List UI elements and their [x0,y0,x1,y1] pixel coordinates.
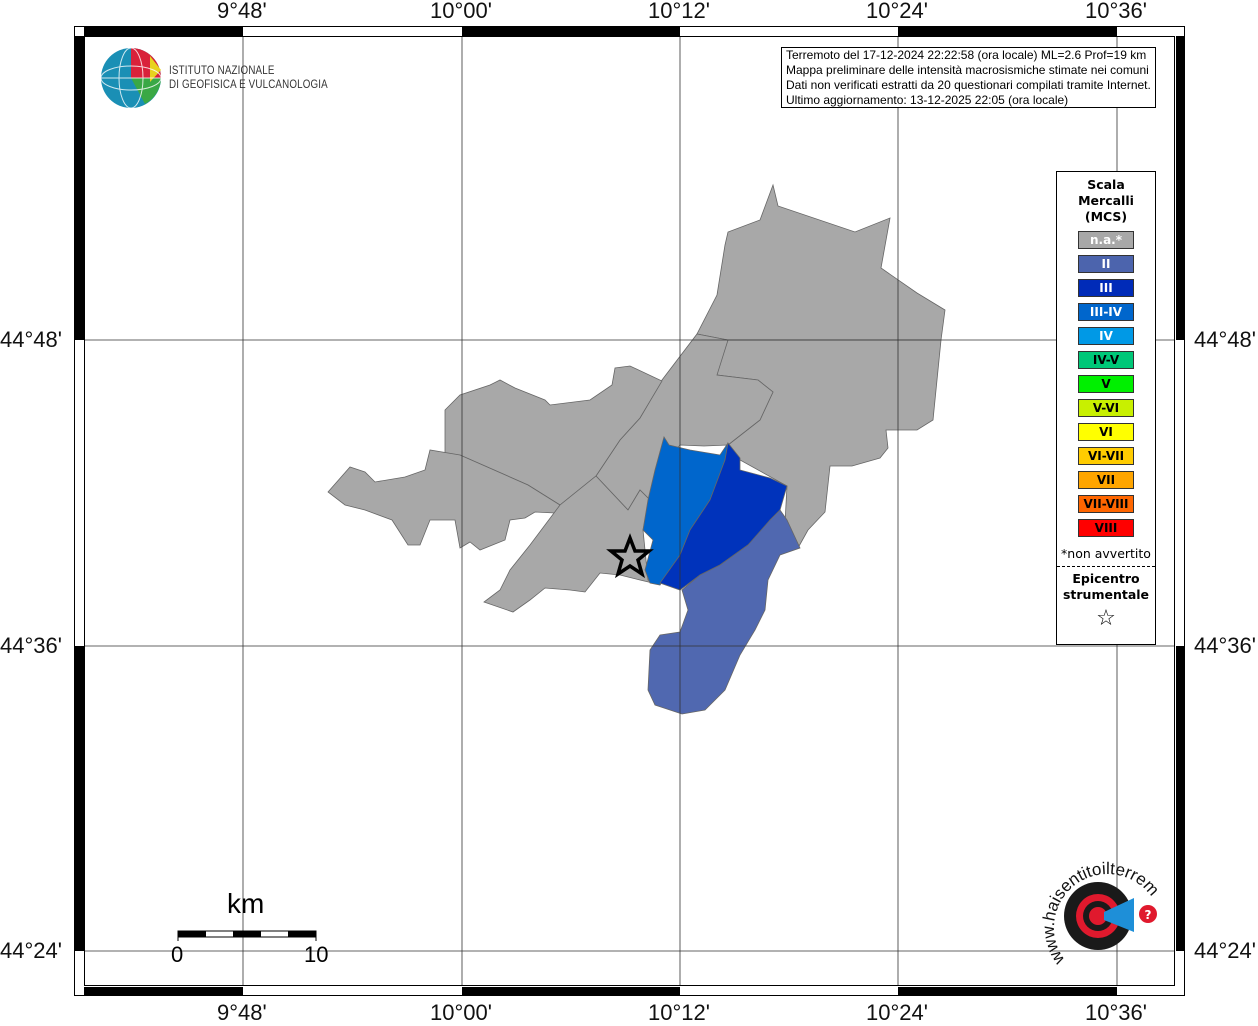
lat-tick-right: 44°36' [1194,633,1256,658]
legend-swatch: VII [1078,471,1134,489]
epicenter-star-icon [606,533,654,579]
legend-title: (MCS) [1084,209,1128,224]
ingv-logo-globe [100,47,162,109]
event-info-box: Terremoto del 17-12-2024 22:22:58 (ora l… [781,47,1156,108]
lon-tick-bottom: 10°00' [430,1000,492,1025]
legend-swatch: VII-VIII [1078,495,1134,513]
epicenter-label: Epicentro [1072,571,1140,586]
scale-bar [177,930,317,941]
legend-swatches: n.a.* II III III-IV IV IV-V V V-VI VI VI-VII VII VI… [1057,231,1155,537]
legend-swatch: VIII [1078,519,1134,537]
event-info-line: Mappa preliminare delle intensità macros… [786,63,1149,77]
ingv-line2: DI GEOFISICA E VULCANOLOGIA [169,79,328,91]
event-info-line: Ultimo aggiornamento: 13-12-2025 22:05 (… [786,93,1069,107]
lat-tick-right: 44°48' [1194,327,1256,352]
municipality-ii[interactable] [647,509,801,715]
lon-tick-bottom: 9°48' [217,1000,267,1025]
map-frame [74,26,1185,996]
legend-swatch: n.a.* [1078,231,1134,249]
event-info-line: Terremoto del 17-12-2024 22:22:58 (ora l… [786,48,1147,62]
lon-tick-top: 10°00' [430,0,492,23]
star-outline-icon: ☆ [1096,606,1116,631]
lon-tick-top: 10°24' [866,0,928,23]
lon-tick-top: 10°12' [648,0,710,23]
lon-tick-top: 10°36' [1085,0,1147,23]
graticule [84,36,1175,986]
mcs-legend: Scala Mercalli (MCS) n.a.* II III III-IV IV I… [1056,171,1156,645]
legend-swatch: V-VI [1078,399,1134,417]
event-info-line: Dati non verificati estratti da 20 quest… [786,78,1151,92]
legend-note: *non avvertito [1061,546,1151,561]
scale-end: 10 [304,942,329,967]
lon-tick-top: 9°48' [217,0,267,23]
lat-tick-left: 44°48' [0,327,62,352]
lon-tick-bottom: 10°36' [1085,1000,1147,1025]
legend-swatch: IV-V [1078,351,1134,369]
municipality-na[interactable] [327,449,561,551]
lon-tick-bottom: 10°24' [866,1000,928,1025]
municipality-na[interactable] [696,183,946,341]
scale-unit: km [227,888,265,919]
scale-start: 0 [171,942,184,967]
lat-tick-left: 44°36' [0,633,62,658]
legend-swatch: III-IV [1078,303,1134,321]
ingv-line1: ISTITUTO NAZIONALE [169,65,275,77]
municipalities [327,183,946,715]
legend-swatch: IV [1078,327,1134,345]
legend-swatch: III [1078,279,1134,297]
legend-swatch: V [1078,375,1134,393]
svg-text:?: ? [1145,908,1152,922]
legend-swatch: VI-VII [1078,447,1134,465]
ingv-logo-text: ISTITUTO NAZIONALE DI GEOFISICA E VULCAN… [169,64,328,92]
legend-divider [1057,566,1155,567]
legend-title: Scala [1087,177,1125,192]
lat-tick-left: 44°24' [0,938,62,963]
legend-title: Mercalli [1078,193,1134,208]
lon-tick-bottom: 10°12' [648,1000,710,1025]
legend-swatch: VI [1078,423,1134,441]
legend-swatch: II [1078,255,1134,273]
lat-tick-right: 44°24' [1194,938,1256,963]
epicenter-label: strumentale [1062,587,1150,602]
